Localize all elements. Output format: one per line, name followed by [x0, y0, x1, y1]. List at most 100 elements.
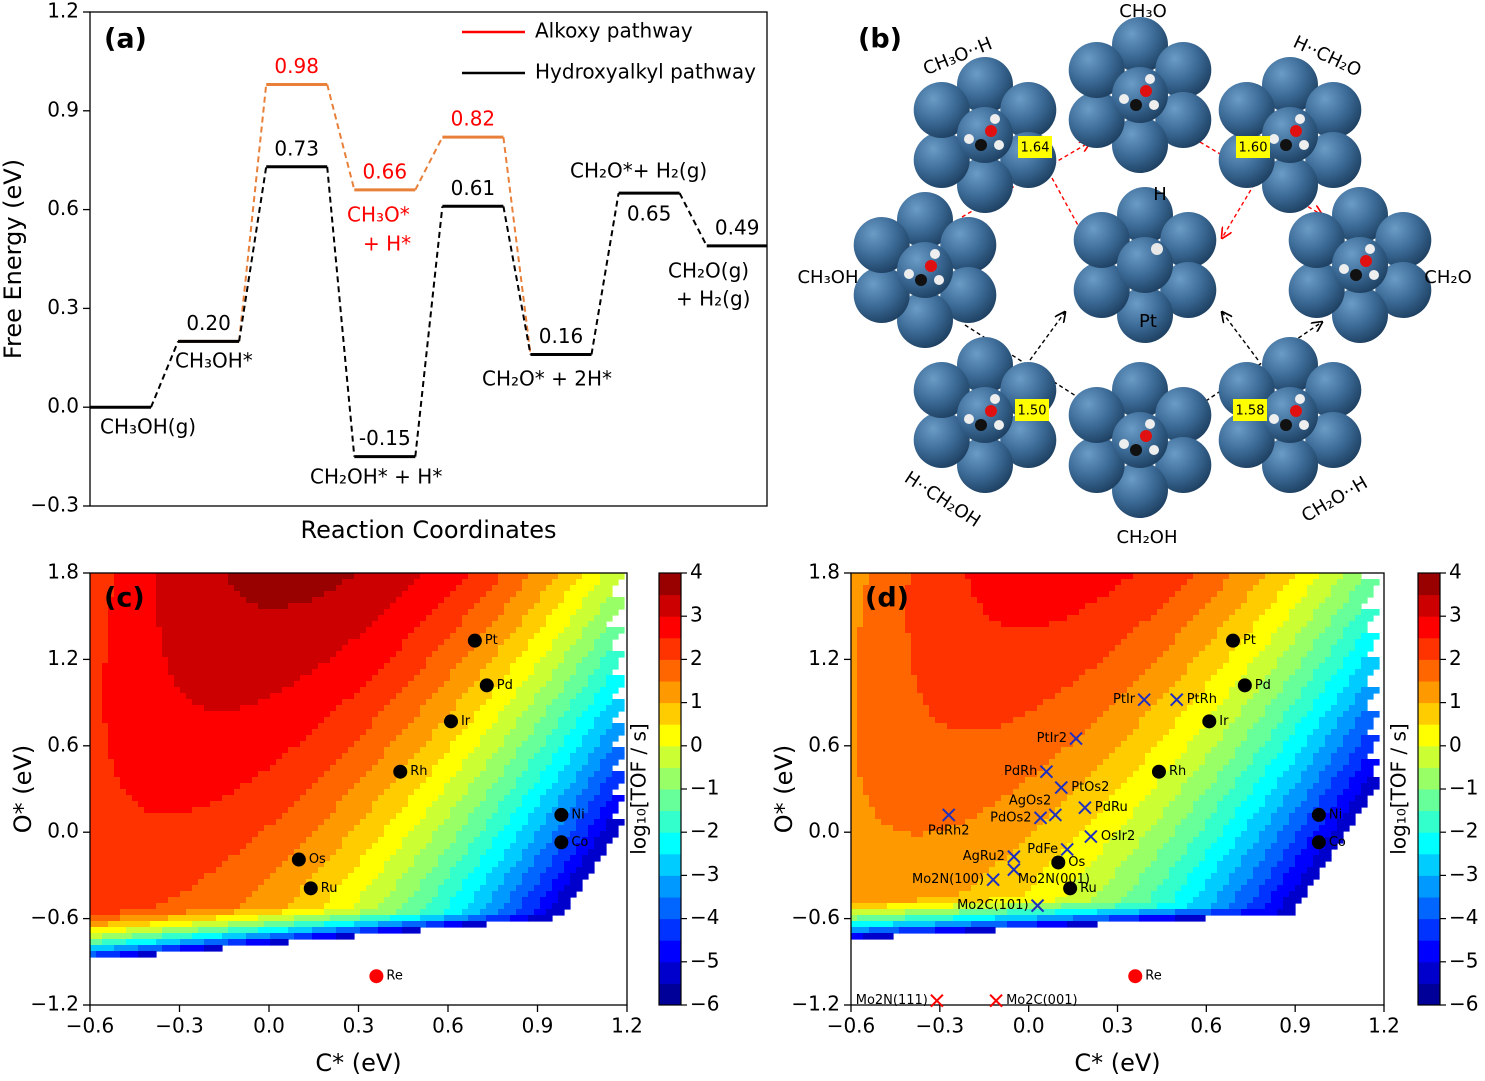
- contour-band: [486, 849, 505, 856]
- contour-band: [1205, 849, 1230, 856]
- contour-band: [462, 759, 487, 766]
- contour-band: [444, 597, 481, 604]
- contour-band: [90, 741, 109, 748]
- contour-band: [1325, 819, 1338, 826]
- contour-band: [474, 711, 499, 718]
- contour-band: [558, 891, 577, 898]
- contour-band: [396, 735, 433, 742]
- contour-band: [480, 801, 499, 808]
- point-label: PdRh2: [928, 823, 970, 838]
- contour-band: [1253, 867, 1272, 874]
- contour-band: [1085, 603, 1164, 610]
- contour-band: [552, 879, 571, 886]
- contour-band: [336, 933, 355, 940]
- contour-band: [486, 825, 505, 832]
- contour-band: [947, 723, 1002, 730]
- contour-band: [156, 579, 229, 586]
- contour-band: [492, 621, 523, 628]
- contour-band: [1031, 831, 1080, 838]
- contour-band: [90, 825, 265, 832]
- contour-band: [1049, 861, 1092, 868]
- pt-atom: [913, 132, 970, 188]
- contour-band: [396, 651, 433, 658]
- contour-band: [1271, 729, 1296, 736]
- contour-band: [90, 645, 109, 652]
- contour-band: [486, 915, 511, 922]
- contour-band: [1181, 585, 1224, 592]
- contour-band: [1319, 795, 1338, 802]
- contour-band: [1133, 849, 1158, 856]
- contour-band: [570, 855, 583, 862]
- contour-band: [1265, 825, 1284, 832]
- contour-band: [432, 897, 451, 904]
- contour-band: [1295, 669, 1314, 676]
- pt-atom: [1112, 412, 1168, 468]
- contour-band: [1169, 837, 1194, 844]
- contour-band: [510, 633, 535, 640]
- contour-band: [120, 909, 187, 916]
- contour-band: [414, 717, 445, 724]
- o-atom: [1290, 125, 1302, 137]
- pt-atom: [1305, 82, 1362, 138]
- contour-band: [90, 657, 109, 664]
- contour-band: [180, 939, 205, 946]
- contour-band: [588, 681, 607, 688]
- pt-atom: [1155, 42, 1212, 98]
- contour-band: [612, 771, 625, 778]
- colorbar-swatch: [1418, 637, 1440, 660]
- contour-band: [588, 705, 607, 712]
- h-atom: [1369, 270, 1379, 280]
- contour-band: [468, 789, 487, 796]
- point: [1151, 764, 1166, 779]
- contour-band: [366, 627, 415, 634]
- contour-band: [408, 867, 433, 874]
- contour-band: [1181, 885, 1206, 892]
- contour-band: [390, 915, 421, 922]
- colorbar-tick-label: −1: [690, 776, 719, 800]
- contour-band: [1289, 765, 1308, 772]
- contour-band: [1181, 627, 1218, 634]
- contour-band: [1235, 813, 1254, 820]
- contour-band: [1331, 645, 1356, 652]
- contour-band: [1001, 795, 1068, 802]
- contour-band: [1199, 861, 1218, 868]
- h-atom: [994, 140, 1004, 150]
- contour-band: [1157, 903, 1188, 910]
- contour-band: [1193, 837, 1218, 844]
- contour-band: [330, 897, 361, 904]
- contour-band: [1349, 777, 1368, 784]
- contour-band: [1295, 573, 1320, 580]
- contour-band: [540, 801, 559, 808]
- contour-band: [1295, 729, 1314, 736]
- contour-band: [1331, 729, 1350, 736]
- colorbar-swatch: [659, 637, 681, 660]
- contour-band: [552, 579, 577, 586]
- contour-band: [1349, 597, 1368, 604]
- y-tick-label: 0.6: [808, 732, 840, 756]
- contour-band: [450, 777, 475, 784]
- contour-band: [600, 765, 613, 772]
- contour-band: [366, 771, 403, 778]
- contour-band: [1295, 855, 1314, 862]
- distance-label: 1.60: [1239, 141, 1268, 156]
- cross-point: [1054, 780, 1068, 795]
- contour-band: [1229, 615, 1260, 622]
- contour-band: [1073, 837, 1110, 844]
- colorbar-swatch: [1418, 594, 1440, 617]
- contour-band: [402, 729, 433, 736]
- c-atom: [975, 139, 987, 151]
- cross-stroke: [1007, 862, 1021, 877]
- contour-band: [102, 693, 187, 700]
- contour-band: [1325, 837, 1344, 844]
- cross-stroke: [930, 993, 944, 1008]
- contour-band: [576, 693, 595, 700]
- contour-band: [276, 819, 325, 826]
- contour-band: [857, 663, 912, 670]
- colorbar-tick-label: −4: [690, 905, 719, 929]
- contour-band: [1235, 843, 1254, 850]
- contour-band: [983, 609, 1080, 616]
- contour-band: [1079, 873, 1116, 880]
- contour-band: [246, 897, 295, 904]
- contour-band: [1277, 753, 1296, 760]
- contour-band: [408, 801, 433, 808]
